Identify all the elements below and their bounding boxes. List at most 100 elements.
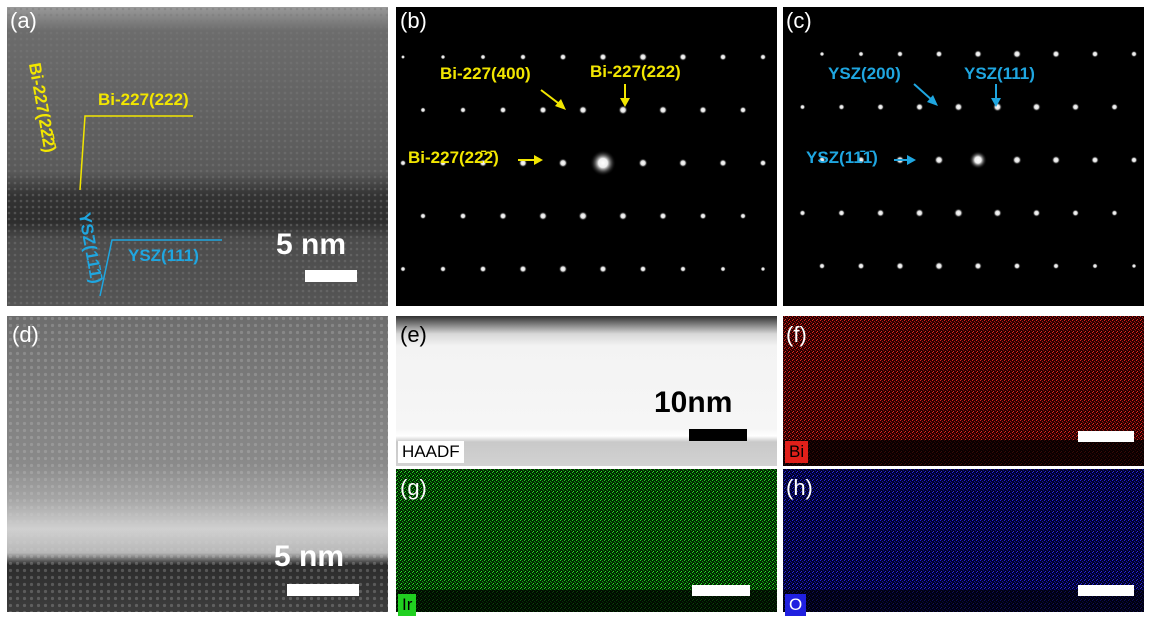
diffraction-spot (499, 212, 507, 220)
diffraction-spot (420, 107, 426, 113)
diffraction-spot (638, 52, 648, 62)
diffraction-spot (618, 105, 628, 115)
diffraction-spot (1032, 102, 1041, 112)
diffraction-spot (799, 104, 806, 110)
diffraction-spot (935, 50, 943, 58)
diffraction-spot (934, 155, 944, 165)
annotation-spot-bi-400: Bi-227(400) (440, 64, 531, 83)
diffraction-spot (1032, 209, 1041, 217)
diffraction-spot (699, 212, 707, 220)
diffraction-spot (915, 103, 924, 111)
diffraction-spot (1052, 50, 1060, 58)
annotation-spot-ysz-200: YSZ(200) (828, 64, 901, 83)
diffraction-spot (1130, 156, 1138, 164)
diffraction-spot (1130, 50, 1138, 58)
tag-ir: Ir (398, 594, 417, 616)
diffraction-spot (459, 212, 467, 220)
diffraction-spot (719, 53, 727, 61)
panel-c-diffraction (783, 7, 1144, 306)
diffraction-spot (659, 212, 667, 220)
diffraction-spot (974, 50, 982, 58)
diffraction-spot (993, 208, 1002, 218)
diffraction-spot (1092, 263, 1098, 269)
panel-label-g: (g) (400, 475, 427, 500)
scalebar-label-d: 5 nm (274, 540, 345, 573)
diffraction-spot (459, 106, 467, 114)
annotation-spot-ysz-1bar1bar1: YSZ(11̄1̄) (806, 148, 878, 167)
diffraction-spot (896, 50, 904, 58)
diffraction-spot (1111, 209, 1118, 217)
diffraction-spot (519, 265, 527, 273)
diffraction-spot (818, 156, 826, 164)
scalebar-g (692, 585, 750, 596)
diffraction-spot (1052, 262, 1060, 270)
diffraction-spot (1071, 209, 1080, 217)
diffraction-spot (678, 158, 688, 168)
diffraction-spot (759, 159, 767, 167)
panel-label-a: (a) (10, 8, 37, 33)
diffraction-spot (578, 105, 588, 115)
tag-o: O (785, 594, 807, 616)
diffraction-spot (538, 211, 548, 221)
diffraction-spot (539, 106, 547, 114)
diffraction-spot (658, 105, 668, 115)
diffraction-spot (599, 265, 607, 273)
diffraction-spot (1013, 262, 1021, 270)
annotation-spot-bi-222: Bi-227(222) (590, 62, 681, 81)
tag-haadf: HAADF (398, 441, 464, 463)
scalebar-label-e: 10nm (654, 386, 733, 419)
diffraction-spot (838, 103, 845, 111)
diffraction-spot (934, 261, 944, 271)
diffraction-spot (1110, 103, 1119, 111)
diffraction-spot (858, 51, 864, 57)
diffraction-spot (558, 158, 568, 168)
panel-label-b: (b) (400, 8, 427, 33)
panel-label-c: (c) (786, 8, 812, 33)
diffraction-spot (618, 211, 628, 221)
diffraction-spot (440, 54, 446, 60)
diffraction-spot (739, 106, 747, 114)
diffraction-spot (578, 211, 588, 221)
diffraction-spot (1012, 49, 1022, 59)
annotation-bi-227-222: Bi-227(222) (98, 90, 189, 109)
diffraction-spot (400, 54, 406, 60)
diffraction-spot (953, 208, 964, 218)
diffraction-spots-b (399, 52, 767, 274)
diffraction-spot (876, 209, 885, 217)
diffraction-spot (896, 262, 904, 270)
panel-c-arrows (894, 83, 1001, 165)
panel-a-image (7, 7, 388, 306)
scalebar-a (305, 270, 357, 282)
diffraction-spot (876, 103, 885, 111)
diffraction-spot (479, 159, 487, 167)
scalebar-d (287, 584, 359, 596)
diffraction-spot (1012, 155, 1022, 165)
scalebar-f (1078, 431, 1134, 442)
panel-label-e: (e) (400, 322, 427, 347)
diffraction-spot (1131, 263, 1137, 269)
diffraction-spot (479, 265, 487, 273)
central-beam-spot (590, 150, 616, 176)
scalebar-label-a: 5 nm (276, 228, 347, 261)
panel-g-ir-map (396, 469, 777, 612)
diffraction-spot (857, 156, 865, 164)
diffraction-spot (739, 212, 747, 220)
central-beam-spot (969, 151, 987, 169)
diffraction-spot (1071, 103, 1080, 111)
diffraction-spot (799, 209, 806, 217)
diffraction-spot (760, 266, 766, 272)
diffraction-spot (639, 265, 647, 273)
diffraction-spot (558, 264, 568, 274)
diffraction-spot (439, 265, 447, 273)
panel-label-d: (d) (12, 322, 39, 347)
diffraction-spot (819, 51, 825, 57)
diffraction-spot (720, 266, 726, 272)
diffraction-spot (974, 262, 982, 270)
diffraction-spot (439, 159, 447, 167)
diffraction-spot (1051, 155, 1061, 165)
diffraction-spot (400, 266, 406, 272)
diffraction-spot (954, 102, 963, 112)
diffraction-spot (399, 159, 407, 167)
panel-d-image (7, 316, 388, 612)
